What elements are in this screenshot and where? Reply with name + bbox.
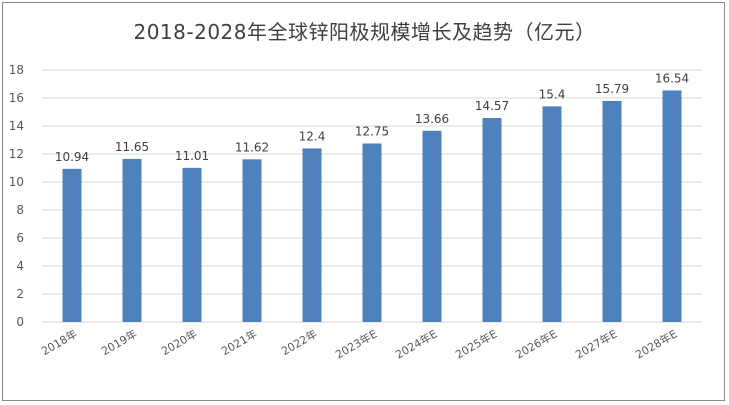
data-label: 15.79 [595, 82, 629, 96]
y-tick-label: 8 [16, 203, 24, 217]
data-label: 10.94 [55, 150, 89, 164]
x-category-label: 2023年E [333, 326, 380, 361]
data-label: 12.75 [355, 125, 389, 139]
y-tick-label: 2 [16, 287, 24, 301]
data-label: 11.62 [235, 140, 269, 154]
x-category-label: 2027年E [573, 326, 620, 361]
bar [62, 168, 82, 322]
bar [482, 118, 502, 323]
y-tick-label: 18 [9, 63, 24, 77]
y-tick-label: 14 [9, 119, 24, 133]
x-category-label: 2018年 [39, 326, 80, 358]
bar [662, 90, 682, 322]
data-label: 11.65 [115, 140, 149, 154]
y-tick-label: 10 [9, 175, 24, 189]
chart-title: 2018-2028年全球锌阳极规模增长及趋势（亿元） [133, 20, 596, 44]
x-category-label: 2025年E [453, 326, 500, 361]
y-tick-label: 4 [16, 259, 24, 273]
x-category-label: 2022年 [279, 326, 320, 358]
y-tick-label: 6 [16, 231, 24, 245]
data-labels: 10.94 11.65 11.01 11.62 12.4 12.75 13.66 14.57 1… [55, 71, 689, 163]
x-category-label: 2020年 [159, 326, 200, 358]
y-axis-ticks: 0 2 4 6 8 10 12 14 16 18 [9, 63, 24, 329]
data-label: 14.57 [475, 99, 509, 113]
data-label: 15.4 [539, 87, 566, 101]
x-category-label: 2024年E [393, 326, 440, 361]
x-category-label: 2019年 [99, 326, 140, 358]
bar [182, 167, 202, 322]
bars [62, 90, 682, 323]
data-label: 16.54 [655, 71, 689, 85]
bar [362, 143, 382, 322]
y-tick-label: 0 [16, 315, 24, 329]
x-category-label: 2021年 [219, 326, 260, 358]
x-category-label: 2026年E [513, 326, 560, 361]
y-tick-label: 12 [9, 147, 24, 161]
data-label: 11.01 [175, 149, 209, 163]
x-axis-categories: 2018年 2019年 2020年 2021年 2022年 2023年E 2024年E 202… [39, 326, 680, 361]
bar [422, 130, 442, 322]
data-label: 13.66 [415, 112, 449, 126]
bar [542, 106, 562, 323]
y-tick-label: 16 [9, 91, 24, 105]
x-category-label: 2028年E [633, 326, 680, 361]
bar [602, 100, 622, 322]
data-label: 12.4 [299, 129, 326, 143]
bar [122, 158, 142, 322]
bar [242, 159, 262, 322]
bar [302, 148, 322, 322]
